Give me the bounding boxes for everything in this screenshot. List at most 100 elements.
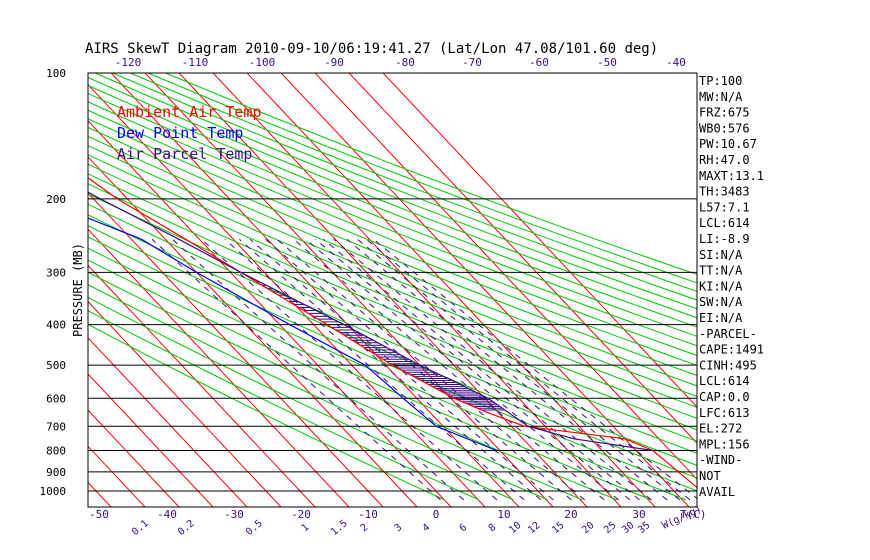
isotherm-line bbox=[88, 120, 452, 507]
dry-adiabat-line bbox=[94, 73, 697, 310]
mixing-ratio-tick-label: 20 bbox=[580, 520, 596, 536]
index-entry: TT:N/A bbox=[699, 264, 743, 278]
dry-adiabat-line bbox=[88, 109, 697, 357]
ambient-temp-line bbox=[88, 177, 697, 489]
index-entry: TP:100 bbox=[699, 74, 742, 88]
mixing-ratio-line bbox=[323, 238, 640, 501]
isotherm-line bbox=[144, 73, 554, 507]
legend-item-ambient: Ambient Air Temp bbox=[117, 103, 262, 121]
y-axis-label: PRESSURE (MB) bbox=[71, 243, 85, 337]
mixing-ratio-tick-label: 0.1 bbox=[130, 518, 151, 538]
top-temp-tick-label: -80 bbox=[395, 56, 415, 69]
pressure-tick-label: 800 bbox=[46, 444, 66, 457]
index-entry: NOT bbox=[699, 469, 721, 483]
isotherm-line bbox=[88, 373, 214, 507]
bottom-temp-tick-label: 10 bbox=[497, 508, 510, 521]
index-entry: RH:47.0 bbox=[699, 153, 750, 167]
dry-adiabat-line bbox=[88, 183, 697, 442]
top-temp-tick-labels: -120 -110 -100 -90 -80 -70 -60 -50 -40 bbox=[115, 56, 686, 69]
index-entry: -WIND- bbox=[699, 453, 742, 467]
isotherm-line bbox=[280, 73, 690, 507]
index-entry: EL:272 bbox=[699, 422, 742, 436]
index-entry: L57:7.1 bbox=[699, 200, 750, 214]
bottom-temp-tick-label: 0 bbox=[433, 508, 440, 521]
bottom-temp-tick-label: -30 bbox=[224, 508, 244, 521]
dry-adiabat-line bbox=[88, 101, 697, 347]
bottom-temp-tick-label: -50 bbox=[89, 508, 109, 521]
isotherm-line bbox=[0, 54, 78, 508]
isotherm-line bbox=[88, 156, 418, 507]
mixing-ratio-tick-label: 0.2 bbox=[176, 518, 197, 538]
mixing-ratio-line bbox=[200, 238, 498, 501]
isotherm-line bbox=[0, 54, 44, 508]
pressure-tick-label: 700 bbox=[46, 420, 66, 433]
mixing-ratio-tick-label: 15 bbox=[550, 520, 566, 536]
mixing-ratio-tick-label: 12 bbox=[526, 520, 542, 536]
legend-item-parcel: Air Parcel Temp bbox=[117, 145, 252, 163]
mixing-ratio-lines bbox=[151, 238, 697, 501]
mixing-ratio-line bbox=[315, 238, 631, 501]
pressure-tick-label: 400 bbox=[46, 319, 66, 332]
top-temp-tick-label: -50 bbox=[597, 56, 617, 69]
index-entry: CINH:495 bbox=[699, 358, 757, 372]
dry-adiabat-line bbox=[88, 135, 697, 387]
isotherm-line bbox=[88, 228, 350, 507]
dry-adiabat-line bbox=[88, 126, 697, 377]
dry-adiabat-line bbox=[88, 92, 697, 337]
dry-adiabat-line bbox=[147, 73, 697, 284]
dry-adiabat-line bbox=[88, 284, 549, 501]
bottom-temp-tick-label: 30 bbox=[632, 508, 645, 521]
mixing-ratio-line bbox=[357, 238, 681, 501]
mixing-ratio-line bbox=[172, 238, 465, 501]
dry-adiabat-line bbox=[88, 310, 480, 501]
mixing-ratio-tick-label: 1 bbox=[300, 522, 312, 534]
index-entry: CAPE:1491 bbox=[699, 343, 764, 357]
pressure-tick-label: 500 bbox=[46, 359, 66, 372]
pressure-tick-label: 200 bbox=[46, 193, 66, 206]
plot-area bbox=[0, 54, 697, 508]
top-temp-tick-label: -90 bbox=[324, 56, 344, 69]
mixing-ratio-tick-label: 6 bbox=[458, 522, 470, 534]
bottom-temp-tick-label: 20 bbox=[564, 508, 577, 521]
mixing-ratio-tick-label: 30 bbox=[620, 520, 636, 536]
isotherm-line bbox=[314, 73, 697, 481]
index-entry: -PARCEL- bbox=[699, 327, 757, 341]
mixing-ratio-line bbox=[249, 238, 554, 501]
bottom-temp-tick-label: -10 bbox=[358, 508, 378, 521]
top-temp-tick-label: -100 bbox=[249, 56, 276, 69]
index-entry: AVAIL bbox=[699, 485, 735, 499]
isotherm-line bbox=[88, 409, 180, 507]
index-entry: FRZ:675 bbox=[699, 106, 750, 120]
index-entry: LCL:614 bbox=[699, 374, 750, 388]
pressure-tick-label: 600 bbox=[46, 392, 66, 405]
top-temp-tick-label: -120 bbox=[115, 56, 142, 69]
bottom-temp-tick-labels: -50 -40 -30 -20 -10 0 10 20 30 bbox=[89, 508, 646, 521]
mixing-ratio-tick-label: 10 bbox=[507, 520, 523, 536]
dry-adiabat-line bbox=[88, 118, 697, 367]
pressure-tick-label: 900 bbox=[46, 466, 66, 479]
index-entry: MPL:156 bbox=[699, 437, 750, 451]
dry-adiabat-line bbox=[88, 323, 445, 501]
mixing-ratio-line bbox=[265, 238, 572, 501]
mixing-ratio-line bbox=[276, 238, 586, 501]
pressure-tick-label: 1000 bbox=[40, 485, 67, 498]
x-axis-unit-label: T(C) bbox=[680, 508, 707, 521]
mixing-ratio-line bbox=[293, 238, 605, 501]
dry-adiabat-line bbox=[88, 214, 697, 479]
dry-adiabat-line bbox=[88, 84, 697, 328]
dry-adiabat-line bbox=[88, 163, 697, 419]
isotherm-line bbox=[246, 73, 656, 507]
index-entry: MW:N/A bbox=[699, 90, 743, 104]
pressure-tick-label: 100 bbox=[46, 67, 66, 80]
dry-adiabat-line bbox=[88, 271, 583, 501]
index-entry: LFC:613 bbox=[699, 406, 750, 420]
dry-adiabat-line bbox=[88, 193, 697, 454]
top-temp-tick-label: -110 bbox=[182, 56, 209, 69]
index-entry: SI:N/A bbox=[699, 248, 743, 262]
mixing-ratio-tick-label: 0.5 bbox=[244, 518, 265, 538]
mixing-ratio-line bbox=[224, 238, 525, 501]
dry-adiabat-line bbox=[112, 73, 697, 301]
isotherm-line bbox=[88, 337, 248, 507]
index-entry: LCL:614 bbox=[699, 216, 750, 230]
mixing-ratio-tick-label: 35 bbox=[636, 520, 652, 536]
